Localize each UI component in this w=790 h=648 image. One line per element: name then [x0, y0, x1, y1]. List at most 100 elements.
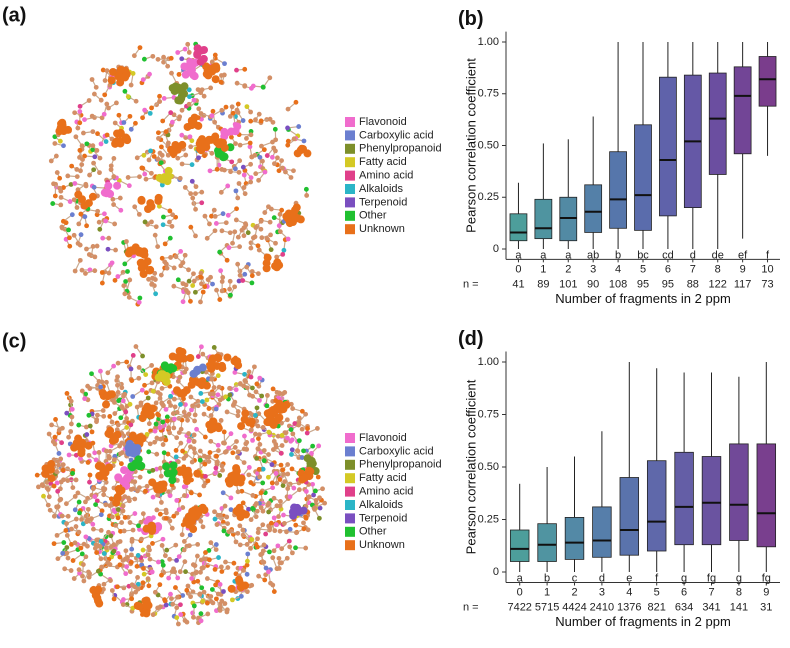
network-node [235, 261, 241, 267]
network-node [202, 461, 208, 467]
network-node [270, 139, 275, 145]
y-tick-label: 1.00 [478, 356, 499, 368]
network-node [253, 514, 259, 520]
network-node [303, 515, 309, 521]
network-node [68, 182, 74, 187]
network-node [257, 432, 262, 437]
network-node [89, 371, 94, 377]
network-node [182, 46, 188, 52]
legend-swatch [345, 224, 355, 235]
network-node [112, 120, 118, 126]
network-node [123, 556, 128, 562]
network-node [123, 571, 129, 577]
network-node [211, 345, 217, 350]
box [674, 451, 694, 546]
network-node [221, 440, 226, 446]
network-node [215, 591, 221, 597]
network-node [189, 407, 194, 413]
legend-swatch [345, 170, 355, 181]
network-node [53, 417, 58, 422]
network-node [174, 605, 180, 611]
network-node [277, 560, 283, 566]
network-node [227, 385, 232, 391]
network-node [89, 429, 95, 435]
network-node [176, 507, 182, 512]
network-node [217, 297, 223, 302]
legend-swatch [345, 526, 355, 537]
network-node [223, 220, 229, 226]
network-node [259, 143, 264, 149]
network-node [299, 426, 305, 432]
network-node [139, 536, 144, 542]
network-node [115, 382, 120, 388]
network-node [267, 417, 276, 426]
network-node [232, 399, 238, 405]
network-node [105, 463, 114, 472]
network-node [141, 56, 147, 62]
network-node [70, 470, 76, 476]
network-node [219, 279, 225, 284]
network-node [87, 472, 93, 478]
network-node [130, 394, 136, 399]
network-node [103, 218, 109, 224]
network-node [66, 434, 72, 440]
network-node [64, 521, 69, 526]
network-node [90, 129, 96, 135]
network-node [232, 445, 238, 450]
network-node [71, 232, 77, 238]
network-node [119, 440, 125, 446]
network-node [177, 374, 183, 380]
network-node [142, 171, 148, 177]
network-node [260, 559, 265, 565]
network-node [41, 493, 46, 499]
network-node [264, 236, 270, 241]
network-node [121, 528, 127, 534]
network-node [214, 453, 219, 459]
network-node [226, 245, 232, 251]
network-node [235, 234, 241, 240]
network-node [270, 582, 276, 588]
network-node [89, 516, 94, 522]
legend-label: Terpenoid [359, 512, 407, 524]
network-node [271, 515, 277, 521]
network-node [83, 181, 89, 187]
network-node [173, 254, 179, 260]
network-node [317, 495, 322, 501]
network-node [210, 391, 216, 397]
network-node [137, 474, 143, 480]
network-node [165, 152, 171, 158]
network-node [222, 449, 228, 455]
network-node [151, 154, 157, 159]
network-node [158, 160, 164, 166]
network-node [296, 438, 302, 444]
network-node [136, 433, 145, 442]
network-node [211, 75, 220, 84]
network-node [185, 417, 190, 423]
network-node [97, 226, 103, 232]
network-node [86, 412, 92, 418]
network-node [217, 473, 223, 478]
network-node [266, 452, 271, 457]
network-node [152, 277, 158, 282]
network-node [296, 415, 302, 421]
network-node [274, 480, 280, 486]
network-node [234, 80, 240, 86]
n-label: 73 [761, 278, 773, 290]
network-node [91, 160, 96, 166]
network-node [315, 426, 320, 431]
network-node [76, 529, 82, 535]
network-node [121, 597, 126, 602]
network-node [236, 478, 245, 487]
network-node [87, 267, 93, 273]
network-node [193, 184, 199, 190]
network-node [142, 219, 148, 225]
network-node [194, 509, 203, 518]
network-node [178, 140, 187, 149]
network-node [124, 359, 130, 365]
network-node [296, 124, 302, 129]
network-node [235, 489, 241, 495]
network-node [220, 152, 229, 161]
network-node [220, 490, 226, 496]
network-node [236, 583, 245, 592]
network-node [294, 448, 300, 454]
